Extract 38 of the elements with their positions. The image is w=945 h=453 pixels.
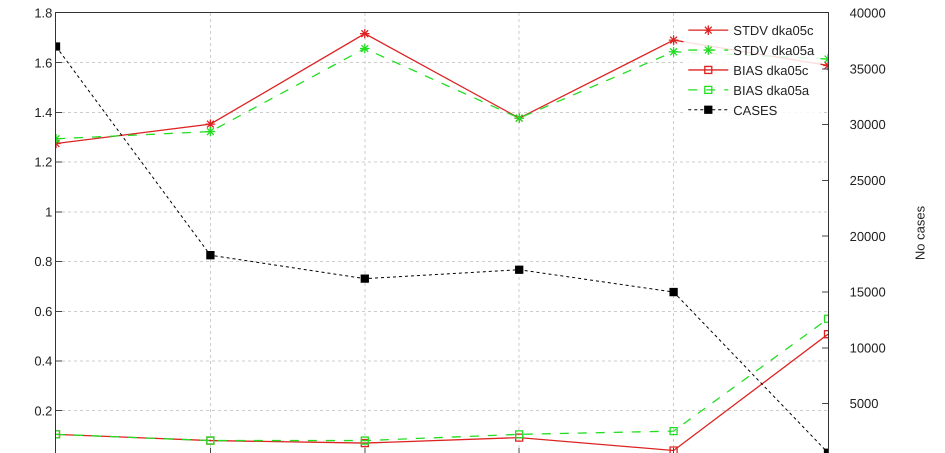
point [359, 28, 370, 40]
point [669, 288, 678, 296]
point [360, 436, 369, 445]
point [515, 430, 524, 439]
y2-tick-label: 35000 [850, 61, 886, 76]
point [360, 274, 369, 283]
legend-label: STDV dka05a [733, 43, 815, 58]
y-tick-label: 1 [45, 204, 52, 220]
point [204, 118, 216, 130]
point [515, 433, 524, 442]
y2-tick-label: 40000 [850, 6, 886, 21]
y2-tick-label: 20000 [850, 228, 886, 244]
point [668, 34, 680, 46]
legend-label: STDV dka05c [733, 23, 814, 38]
point [669, 426, 678, 436]
point [515, 266, 524, 274]
y-tick-label: 0.2 [34, 403, 52, 418]
y2-tick-label: 5000 [850, 396, 879, 412]
y2-tick-label: 25000 [850, 172, 886, 188]
legend-label: BIAS dka05a [733, 82, 810, 98]
y-tick-label: 1.6 [34, 55, 52, 70]
point [204, 126, 216, 138]
y-tick-label: 1.4 [34, 104, 52, 120]
y-tick-label: 1.8 [34, 6, 52, 21]
point [668, 46, 680, 58]
y2-tick-label: 10000 [850, 340, 886, 356]
legend-label: BIAS dka05c [733, 63, 809, 78]
y-tick-label: 0.4 [34, 354, 52, 369]
point [206, 251, 215, 260]
point [669, 446, 678, 453]
legend-label: CASES [733, 102, 778, 118]
y2-axis-title: No cases [912, 205, 928, 260]
y-tick-label: 1.2 [34, 154, 52, 170]
point [359, 43, 370, 54]
y2-tick-label: 30000 [850, 117, 886, 132]
y-tick-label: 0.6 [34, 304, 52, 319]
y-tick-label: 0.8 [34, 254, 52, 270]
y2-tick-label: 15000 [850, 284, 886, 300]
